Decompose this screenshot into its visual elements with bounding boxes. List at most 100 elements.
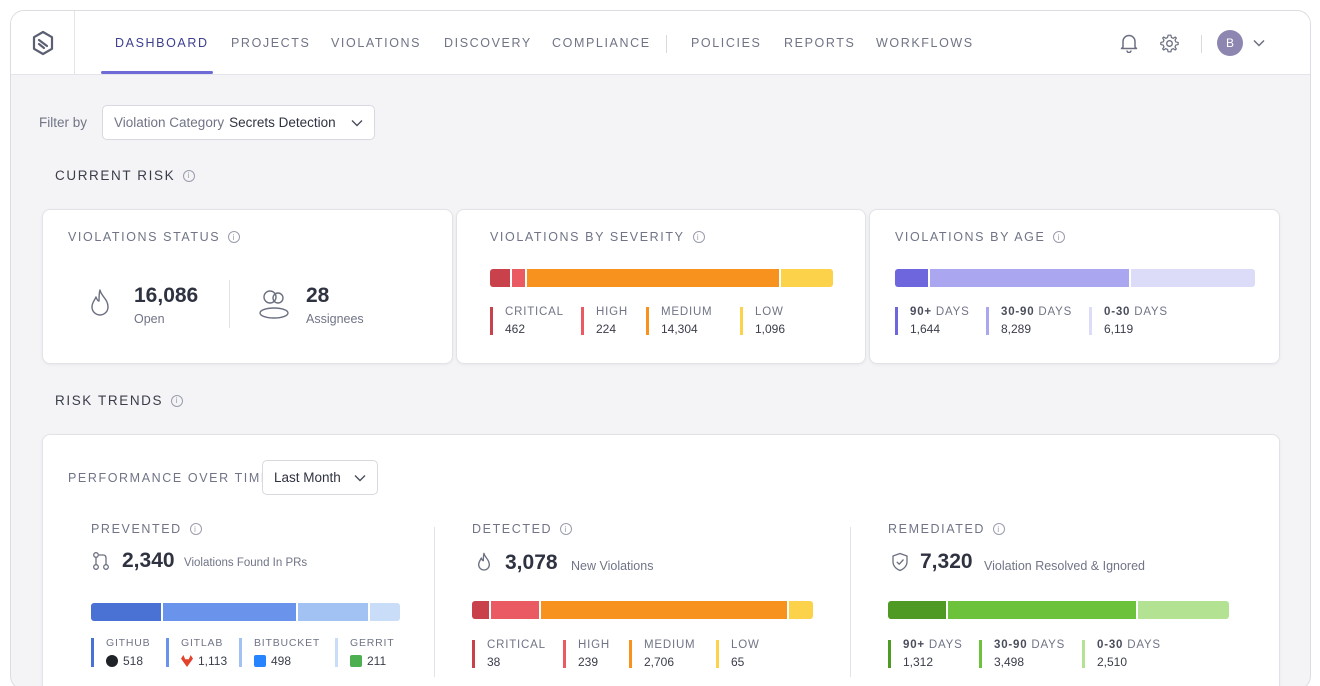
bar-segment-gitlab (163, 603, 296, 621)
bar-segment-0-30 (1138, 601, 1229, 619)
legend-value: 1,096 (755, 322, 786, 336)
legend-label: GERRIT (350, 637, 395, 649)
violations-by-severity-card: VIOLATIONS BY SEVERITY i CRITICAL 462 HI… (456, 209, 866, 364)
assignees-count: 28 (306, 284, 330, 307)
legend-label: 90+ DAYS (903, 639, 963, 652)
chevron-down-icon (354, 475, 366, 482)
legend-label-suffix: DAYS (924, 639, 963, 651)
info-icon[interactable]: i (228, 231, 241, 243)
legend-label-bold: 0-30 (1104, 306, 1131, 318)
period-select[interactable]: Last Month (262, 460, 378, 495)
legend-label: LOW (755, 306, 784, 318)
chevron-down-icon (351, 120, 363, 127)
avatar[interactable]: B (1217, 30, 1243, 56)
tab-reports[interactable]: REPORTS (784, 35, 856, 50)
legend-value-row: 211 (350, 655, 394, 667)
legend-value: 14,304 (661, 322, 698, 336)
legend-value-row: 518 (106, 655, 150, 667)
info-icon[interactable]: i (692, 231, 705, 243)
legend-label-suffix: DAYS (1027, 639, 1066, 651)
gitlab-icon (181, 655, 193, 667)
legend-label: 30-90 DAYS (1001, 306, 1072, 319)
legend-value: 224 (596, 322, 617, 336)
info-icon[interactable]: i (560, 523, 573, 535)
bar-segment-critical (472, 601, 489, 619)
top-nav: DASHBOARD PROJECTS VIOLATIONS DISCOVERY … (11, 11, 1310, 75)
legend-label: MEDIUM (661, 306, 713, 318)
tab-projects[interactable]: PROJECTS (231, 35, 311, 50)
bar-segment-0-30 (1131, 269, 1255, 287)
legend-label: MEDIUM (644, 639, 696, 651)
legend-value-row: 1,113 (181, 655, 227, 667)
legend-bitbucket: BITBUCKET 498 (239, 638, 320, 667)
bar-segment-low (789, 601, 813, 619)
bell-icon[interactable] (1119, 33, 1139, 53)
card-title-text: DETECTED (472, 522, 553, 536)
gerrit-icon (350, 655, 362, 667)
legend-value: 2,706 (644, 655, 675, 669)
info-icon[interactable]: i (1053, 231, 1066, 243)
bar-segment-high (512, 269, 525, 287)
card-title: VIOLATIONS BY AGE i (895, 230, 1066, 244)
legend-30-90: 30-90 DAYS 8,289 (986, 306, 1072, 335)
legend-90-plus: 90+ DAYS 1,312 (888, 639, 963, 668)
legend-value: 1,113 (198, 654, 228, 668)
bar-segment-high (491, 601, 539, 619)
open-label: Open (134, 312, 165, 326)
bar-segment-low (781, 269, 833, 287)
legend-value: 211 (367, 654, 387, 668)
legend-label: 90+ DAYS (910, 306, 970, 319)
remediated-bar (888, 601, 1231, 619)
legend-medium: MEDIUM 2,706 (629, 639, 696, 669)
chevron-down-icon[interactable] (1251, 35, 1267, 51)
bar-segment-90-plus (888, 601, 946, 619)
legend-label-bold: 90+ (910, 306, 932, 318)
legend-value: 239 (578, 655, 599, 669)
divider (850, 527, 851, 677)
legend-0-30: 0-30 DAYS 2,510 (1082, 639, 1161, 668)
legend-label: GITHUB (106, 637, 151, 649)
filter-key: Violation Category (114, 115, 225, 130)
legend-label: 0-30 DAYS (1104, 306, 1168, 319)
info-icon[interactable]: i (171, 394, 184, 407)
tab-policies[interactable]: POLICIES (691, 35, 762, 50)
info-icon[interactable]: i (993, 523, 1006, 535)
legend-value: 1,644 (910, 322, 941, 336)
legend-gerrit: GERRIT 211 (335, 638, 394, 667)
legend-value: 498 (271, 654, 292, 668)
legend-low: LOW 65 (716, 639, 760, 669)
prevented-count: 2,340 (122, 549, 175, 572)
info-icon[interactable]: i (189, 523, 202, 535)
tab-workflows[interactable]: WORKFLOWS (876, 35, 974, 50)
flame-icon (475, 551, 493, 573)
filter-label: Filter by (39, 115, 88, 130)
remediated-desc: Violation Resolved & Ignored (984, 559, 1145, 573)
info-icon[interactable]: i (183, 169, 196, 182)
period-value: Last Month (274, 470, 341, 485)
legend-high: HIGH 239 (563, 639, 610, 669)
category-filter-select[interactable]: Violation Category Secrets Detection (102, 105, 375, 140)
legend-0-30: 0-30 DAYS 6,119 (1089, 306, 1168, 336)
legend-label: GITLAB (181, 637, 224, 649)
pull-request-icon (91, 550, 111, 572)
legend-label-bold: 30-90 (1001, 306, 1035, 318)
legend-value: 6,119 (1104, 322, 1134, 336)
current-risk-heading: CURRENT RISK i (55, 168, 196, 183)
remediated-title: REMEDIATED i (888, 522, 1006, 536)
detected-title: DETECTED i (472, 522, 573, 536)
tab-violations[interactable]: VIOLATIONS (331, 35, 422, 50)
legend-label: 30-90 DAYS (994, 639, 1066, 652)
legend-critical: CRITICAL 462 (490, 306, 564, 335)
assignees-label: Assignees (306, 312, 364, 326)
nav-divider (1201, 35, 1202, 53)
logo[interactable] (11, 11, 75, 74)
legend-label: HIGH (596, 306, 628, 318)
tab-discovery[interactable]: DISCOVERY (444, 35, 532, 50)
tab-compliance[interactable]: COMPLIANCE (552, 35, 651, 50)
detected-desc: New Violations (571, 559, 654, 573)
bar-segment-30-90 (930, 269, 1129, 287)
legend-critical: CRITICAL 38 (472, 639, 546, 668)
gear-icon[interactable] (1158, 32, 1180, 54)
legend-value: 65 (731, 655, 745, 669)
tab-dashboard[interactable]: DASHBOARD (115, 35, 209, 50)
